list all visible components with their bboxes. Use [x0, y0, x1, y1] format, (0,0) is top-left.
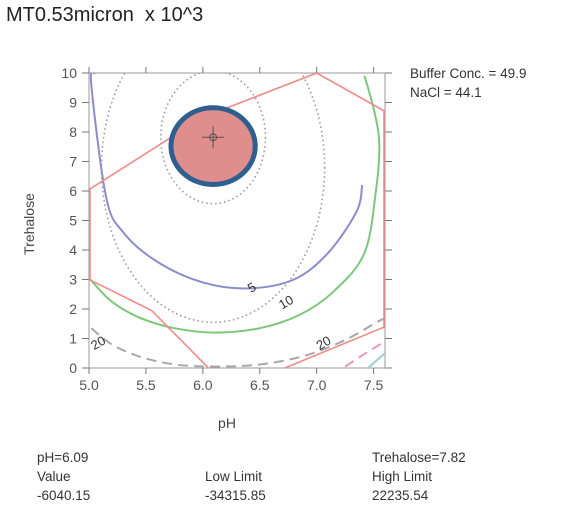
x-tick-label-5.0: 5.0 — [79, 377, 99, 393]
x-tick-label-6.5: 6.5 — [250, 377, 270, 393]
y-tick-label-7: 7 — [69, 154, 77, 170]
readout-low-label: Low Limit — [205, 469, 263, 484]
contour-line-20 — [90, 317, 385, 368]
y-tick-label-9: 9 — [69, 95, 77, 111]
readout-low: -34315.85 — [205, 488, 266, 503]
readout-x: pH=6.09 — [37, 450, 89, 465]
contour-label-20-1: 20 — [314, 333, 334, 353]
chart-title: MT0.53micron x 10^3 — [6, 4, 204, 26]
constraint-line-2 — [89, 278, 210, 368]
confidence-ring-1 — [100, 73, 326, 324]
readout-value-label: Value — [37, 469, 71, 484]
readout-high: 22235.54 — [372, 488, 429, 503]
contour-label-10-0: 10 — [276, 292, 296, 312]
contour-line-extra-4 — [367, 352, 385, 368]
x-tick-label-7.5: 7.5 — [364, 377, 384, 393]
y-tick-label-0: 0 — [69, 360, 77, 376]
x-tick-label-5.5: 5.5 — [136, 377, 156, 393]
optimum-marker-layer[interactable] — [168, 105, 258, 188]
y-tick-label-1: 1 — [69, 331, 77, 347]
constraint-line-3 — [284, 325, 385, 368]
y-tick-label-2: 2 — [69, 301, 77, 317]
readout-middle: Low Limit -34315.85 — [205, 467, 266, 505]
contour-label-20-0: 20 — [88, 333, 108, 353]
buffer-conc-value: Buffer Conc. = 49.9 — [410, 66, 527, 81]
y-tick-label-4: 4 — [69, 242, 77, 258]
constraint-layer — [89, 73, 385, 368]
x-axis-label: pH — [218, 415, 236, 431]
confidence-ring-0 — [159, 73, 267, 205]
contour-line-10 — [89, 75, 381, 334]
y-tick-label-6: 6 — [69, 183, 77, 199]
x-tick-label-7.0: 7.0 — [307, 377, 327, 393]
y-tick-label-3: 3 — [69, 272, 77, 288]
readout-high-label: High Limit — [372, 469, 433, 484]
readout-y: Trehalose=7.82 — [372, 450, 466, 465]
fixed-factors: Buffer Conc. = 49.9 NaCl = 44.1 — [410, 64, 526, 102]
y-axis-label: Trehalose — [21, 193, 37, 255]
contour-line-5 — [89, 73, 364, 290]
design-space-layer — [100, 73, 326, 324]
y-tick-label-8: 8 — [69, 124, 77, 140]
contour-line-extra-3 — [344, 340, 385, 368]
nacl-value: NaCl = 44.1 — [410, 85, 482, 100]
axis-layer: 5.0 5.5 6.0 6.5 7.0 7.5 0 1 2 3 4 5 6 7 8 9 10 — [61, 65, 392, 393]
readout-value: -6040.15 — [37, 488, 91, 503]
y-tick-label-10: 10 — [61, 65, 77, 81]
x-tick-label-6.0: 6.0 — [193, 377, 213, 393]
readout-left: pH=6.09 Value -6040.15 — [37, 448, 90, 505]
y-tick-label-5: 5 — [69, 213, 77, 229]
constraint-line-1 — [316, 73, 385, 113]
readout-right: Trehalose=7.82 High Limit 22235.54 — [372, 448, 466, 505]
optimum-point — [209, 133, 218, 142]
